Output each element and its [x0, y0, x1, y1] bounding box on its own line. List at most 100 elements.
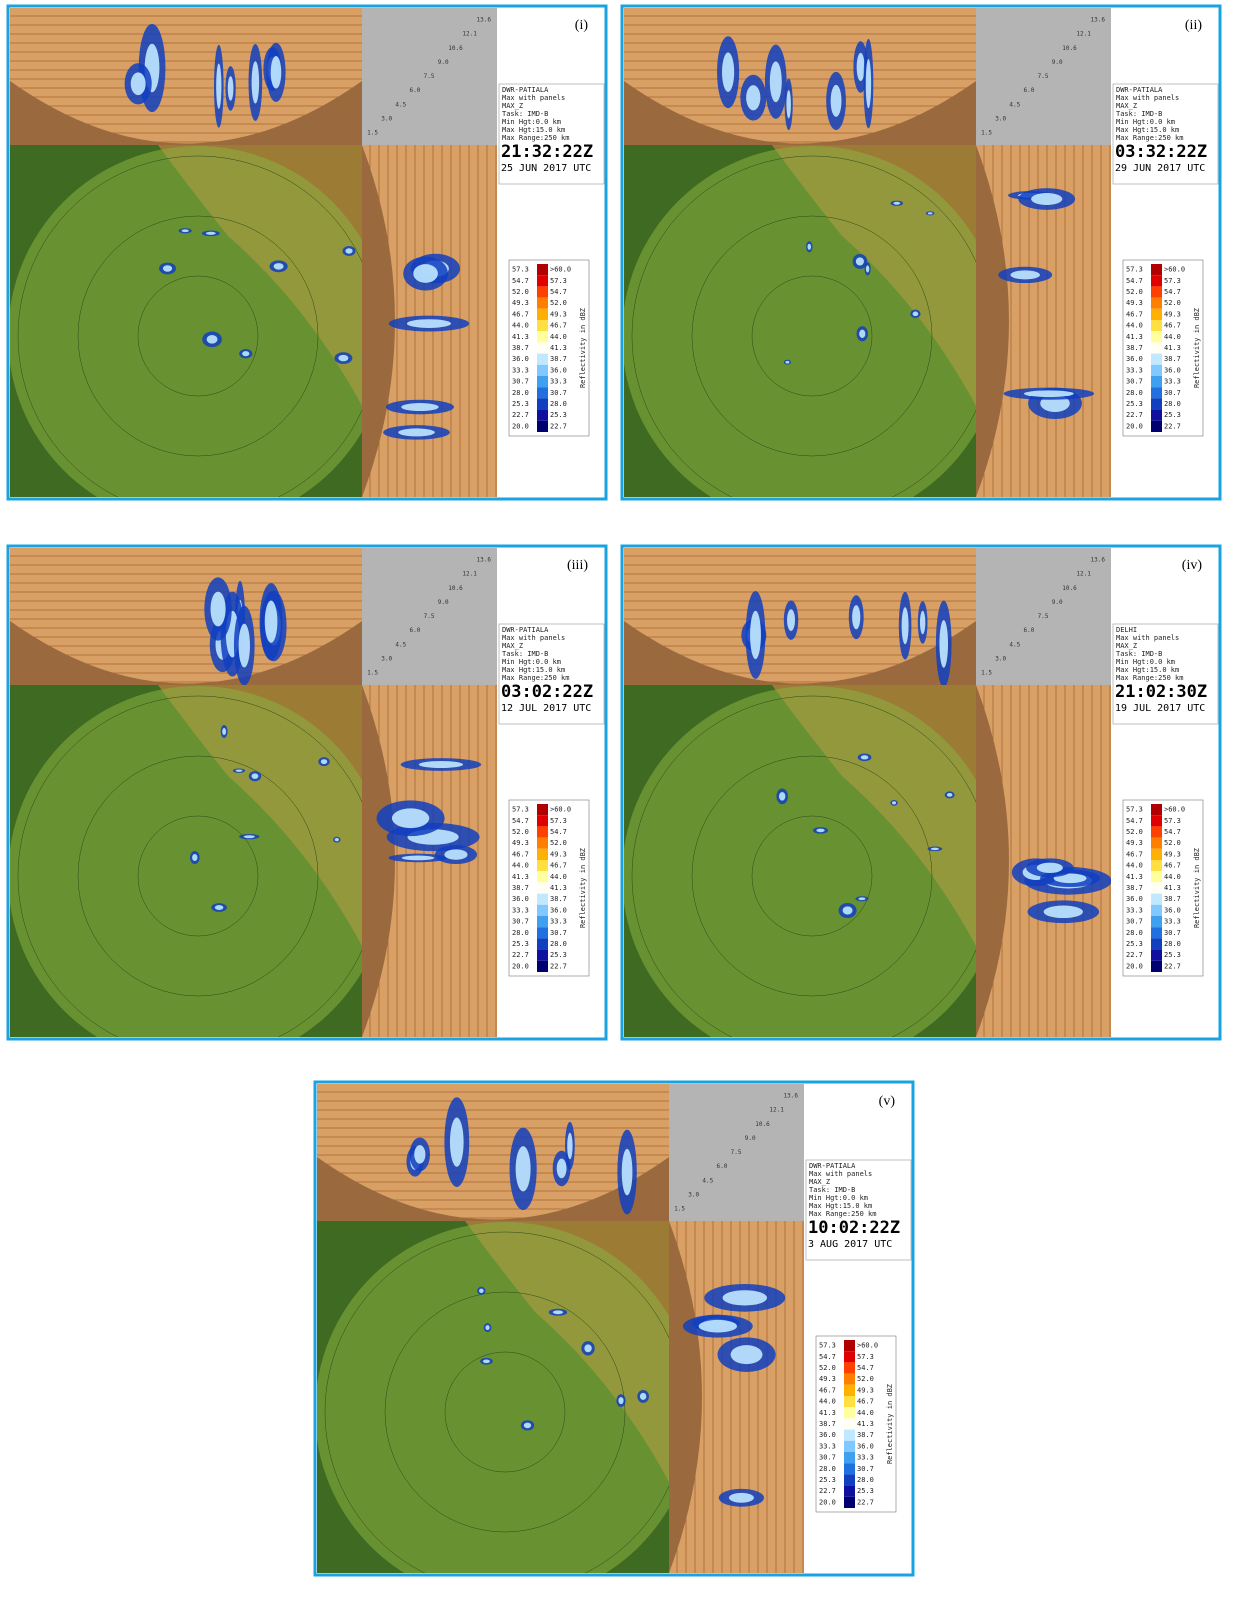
- legend-low: 49.3: [1126, 299, 1143, 307]
- echo-core: [859, 330, 865, 338]
- legend-low: 38.7: [819, 1420, 836, 1428]
- height-scale-label: 9.0: [745, 1135, 756, 1142]
- legend-low: 38.7: [1126, 884, 1143, 892]
- echo-core: [857, 53, 865, 81]
- legend-swatch: [537, 275, 548, 286]
- legend-low: 25.3: [819, 1476, 836, 1484]
- height-scale-label: 4.5: [395, 641, 406, 648]
- legend-low: 33.3: [1126, 366, 1143, 374]
- echo-core: [236, 769, 243, 771]
- radar-panel: 13.612.110.69.07.56.04.53.01.5(iii)DWR-P…: [8, 546, 606, 1066]
- height-scale-label: 7.5: [731, 1149, 742, 1156]
- info-line: Max Hgt:15.0 km: [502, 666, 565, 674]
- legend-high: 46.7: [1164, 322, 1181, 330]
- legend-swatch: [1151, 849, 1162, 860]
- legend-high: 52.0: [550, 299, 567, 307]
- top-section-view: [10, 8, 362, 145]
- legend-high: 30.7: [1164, 389, 1181, 397]
- legend-high: 22.7: [1164, 962, 1181, 970]
- legend-swatch: [1151, 398, 1162, 409]
- height-scale-label: 9.0: [438, 599, 449, 606]
- radar-range: [8, 686, 388, 1066]
- echo-core: [222, 728, 226, 735]
- legend-high: 57.3: [1164, 277, 1181, 285]
- height-scale-label: 1.5: [367, 670, 378, 677]
- legend-high: 49.3: [1164, 850, 1181, 858]
- echo-core: [1037, 863, 1063, 873]
- info-line: MAX_Z: [1116, 102, 1137, 110]
- echo-core: [252, 773, 259, 779]
- info-line: Max Hgt:15.0 km: [1116, 126, 1179, 134]
- legend-high: 22.7: [1164, 422, 1181, 430]
- legend-swatch: [1151, 815, 1162, 826]
- echo-core: [239, 624, 250, 668]
- legend-title: Reflectivity in dBZ: [886, 1384, 894, 1464]
- legend-low: 33.3: [512, 906, 529, 914]
- legend-high: 49.3: [1164, 310, 1181, 318]
- echo-core: [861, 755, 869, 759]
- legend-high: 30.7: [857, 1465, 874, 1473]
- legend-low: 46.7: [819, 1386, 836, 1394]
- radar-range: [8, 146, 388, 526]
- legend-swatch: [844, 1418, 855, 1429]
- height-scale-label: 10.6: [1062, 45, 1077, 52]
- legend-low: 25.3: [1126, 940, 1143, 948]
- height-scale-label: 4.5: [395, 101, 406, 108]
- legend-swatch: [1151, 286, 1162, 297]
- legend-high: 54.7: [1164, 828, 1181, 836]
- legend-high: 33.3: [1164, 378, 1181, 386]
- legend-low: 44.0: [512, 862, 529, 870]
- legend-swatch: [844, 1463, 855, 1474]
- legend-high: 36.0: [1164, 906, 1181, 914]
- right-section-view: [976, 685, 1112, 1039]
- legend-high: 52.0: [1164, 839, 1181, 847]
- echo-core: [931, 848, 939, 851]
- legend-low: 57.3: [512, 266, 529, 274]
- echo-core: [419, 761, 463, 768]
- height-scale-label: 12.1: [1076, 571, 1091, 578]
- legend-low: 41.3: [512, 333, 529, 341]
- legend-low: 41.3: [1126, 333, 1143, 341]
- info-line: Task: IMD-B: [1116, 650, 1162, 658]
- legend-low: 25.3: [1126, 400, 1143, 408]
- info-line: Min Hgt:0.0 km: [502, 118, 561, 126]
- legend-high: 25.3: [1164, 411, 1181, 419]
- height-scale-label: 9.0: [1052, 599, 1063, 606]
- panel-label: (i): [575, 18, 589, 33]
- legend-title: Reflectivity in dBZ: [1193, 848, 1201, 928]
- height-scale-label: 1.5: [367, 130, 378, 137]
- legend-low: 57.3: [512, 806, 529, 814]
- legend-swatch: [537, 815, 548, 826]
- legend-high: 46.7: [1164, 862, 1181, 870]
- height-scale-label: 6.0: [410, 627, 421, 634]
- echo-core: [338, 355, 348, 361]
- legend-swatch: [844, 1396, 855, 1407]
- legend-low: 22.7: [512, 951, 529, 959]
- legend-swatch: [1151, 950, 1162, 961]
- info-line: Max Range:250 km: [502, 674, 569, 682]
- scan-date: 29 JUN 2017 UTC: [1115, 163, 1205, 174]
- legend-swatch: [537, 838, 548, 849]
- legend-swatch: [844, 1340, 855, 1351]
- radar-map: [315, 1221, 695, 1599]
- figure: 13.612.110.69.07.56.04.53.01.5(i)DWR-PAT…: [0, 0, 1238, 1603]
- legend-high: >60.0: [550, 266, 571, 274]
- right-section-view: [362, 685, 497, 1039]
- legend-swatch: [537, 871, 548, 882]
- legend-title: Reflectivity in dBZ: [1193, 308, 1201, 388]
- legend-swatch: [537, 365, 548, 376]
- echo-core: [207, 335, 218, 344]
- radar-map: [622, 685, 1002, 1066]
- height-scale-label: 10.6: [755, 1121, 770, 1128]
- legend-swatch: [844, 1497, 855, 1508]
- legend-high: 44.0: [857, 1409, 874, 1417]
- echo-core: [866, 59, 871, 108]
- info-line: Task: IMD-B: [502, 110, 548, 118]
- info-line: MAX_Z: [502, 642, 523, 650]
- info-line: DWR-PATIALA: [809, 1162, 856, 1170]
- info-line: Max Range:250 km: [1116, 674, 1183, 682]
- legend-high: 36.0: [550, 906, 567, 914]
- height-scale-label: 4.5: [1009, 641, 1020, 648]
- legend-swatch: [537, 309, 548, 320]
- legend-swatch: [1151, 882, 1162, 893]
